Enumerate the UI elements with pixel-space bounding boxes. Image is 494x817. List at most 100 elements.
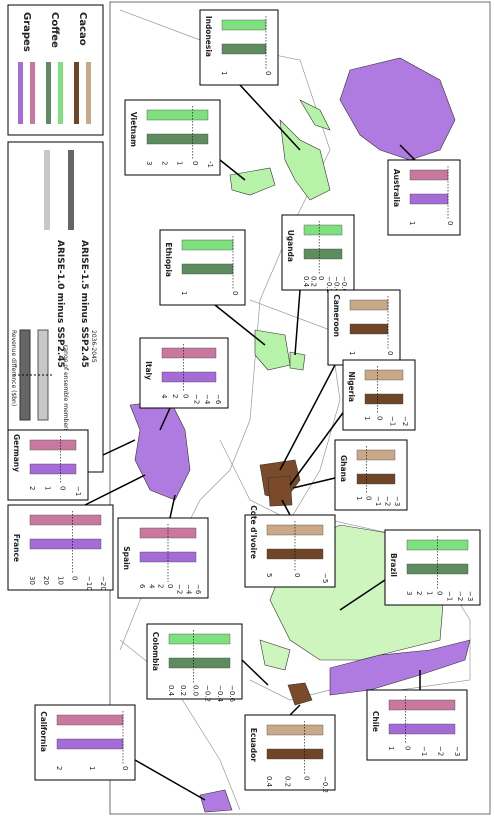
tick-label: 0	[365, 496, 373, 500]
range-bar	[303, 248, 343, 260]
inset-title: Italy	[144, 361, 153, 380]
range-bar	[29, 463, 77, 475]
inset: Chile 1 0 −1 −2 −3	[366, 689, 468, 761]
range-bar	[388, 699, 456, 711]
range-bar	[364, 393, 404, 405]
scenario-legend: ARISE-1.5 minus SSP2.45 ARISE-1.0 minus S…	[7, 141, 104, 473]
tick-label: −1	[446, 591, 454, 601]
tick-label: 5	[265, 573, 273, 577]
tick-label: 1	[88, 766, 96, 770]
tick-label: −1	[388, 416, 396, 426]
tick-label: 2	[171, 394, 179, 398]
tick-label: −20	[99, 576, 107, 591]
inset: Colombia 0.4 0.2 0.0 −0.2 −0.4 −0.6	[146, 623, 243, 703]
tick-label: 4	[147, 584, 155, 589]
range-bar	[356, 449, 396, 461]
legend-label: ARISE-1.0 minus SSP2.45	[55, 240, 65, 368]
tick-label: 1	[425, 591, 433, 595]
legend-label: Cacao	[77, 12, 88, 46]
tick-label: 0	[231, 291, 239, 295]
tick-label: 3	[405, 591, 413, 595]
tick-label: 2	[28, 486, 36, 490]
inset-title: Vietnam	[129, 112, 138, 147]
inset-title: Cameroon	[332, 294, 341, 337]
tick-label: 1	[355, 496, 363, 500]
legend-swatch	[58, 62, 63, 124]
tick-label: 1	[348, 351, 356, 355]
tick-label: 0.4	[265, 776, 273, 788]
range-bar	[168, 657, 231, 669]
tick-label: −0.4	[216, 685, 224, 703]
tick-label: −2	[175, 584, 183, 594]
inset: Italy 4 2 0 −2 −4 −6	[139, 337, 229, 409]
range-bar	[168, 633, 231, 645]
range-bar	[388, 723, 456, 735]
inset-title: Brazil	[389, 553, 398, 577]
range-label: range of ensemble members	[62, 345, 69, 432]
legend-label: Coffee	[49, 12, 60, 48]
inset: Cameroon 1 0	[327, 289, 401, 366]
tick-label: 0.2	[310, 276, 318, 287]
inset: Australia 1 0	[387, 159, 461, 236]
tick-label: 0	[376, 416, 384, 420]
tick-label: −4	[185, 584, 193, 595]
tick-label: 4	[160, 394, 168, 399]
range-bar	[266, 748, 324, 760]
tick-label: 10	[56, 576, 64, 585]
inset-title: Australia	[392, 169, 401, 207]
tick-label: 0	[59, 486, 67, 490]
tick-label: 1	[387, 746, 395, 750]
range-bar	[29, 538, 102, 550]
tick-label: −6	[214, 394, 222, 405]
tick-label: 0.0	[191, 685, 199, 696]
legend-swatch	[74, 62, 79, 124]
tick-label: −2	[384, 496, 392, 506]
tick-label: 0	[71, 576, 79, 580]
tick-label: 1	[43, 486, 51, 490]
tick-label: −1	[420, 746, 428, 756]
legend-label: ARISE-1.5 minus SSP2.45	[79, 240, 89, 368]
range-bar	[56, 714, 124, 726]
legend-swatch	[18, 62, 23, 124]
inset: Ecuador 0.4 0.2 0 −0.2	[244, 714, 336, 793]
tick-label: 2	[55, 766, 63, 770]
tick-label: −0.2	[325, 276, 333, 293]
tick-label: 0	[264, 71, 272, 75]
legend-swatch	[46, 62, 51, 124]
inset: Ghana 1 0 −1 −2 −3	[334, 439, 408, 511]
tick-label: 2	[415, 591, 423, 595]
tick-label: 3	[145, 161, 153, 165]
inset-title: Ethiopia	[164, 242, 173, 277]
tick-label: −0.2	[321, 776, 329, 793]
tick-label: 1	[176, 161, 184, 165]
tick-label: -1	[206, 161, 214, 168]
tick-label: −3	[466, 591, 474, 601]
tick-label: 20	[42, 576, 50, 585]
tick-label: 6	[138, 584, 146, 589]
range-bar	[161, 371, 217, 383]
tick-label: 0	[166, 584, 174, 588]
inset-title: France	[12, 534, 21, 562]
tick-label: −2	[192, 394, 200, 404]
tick-label: −1	[74, 486, 82, 496]
tick-label: 1	[180, 291, 188, 295]
tick-label: 1	[363, 416, 371, 420]
tick-label: 0	[182, 394, 190, 398]
tick-label: −10	[85, 576, 93, 591]
tick-label: −0.2	[204, 685, 212, 702]
tick-label: −2	[401, 416, 409, 426]
tick-label: −3	[453, 746, 461, 756]
inset-title: California	[39, 711, 48, 752]
range-bar	[19, 329, 31, 421]
legend-label: Grapes	[21, 12, 32, 52]
range-bar	[181, 239, 234, 251]
inset: Spain 6 4 2 0 −2 −4 −6	[117, 517, 209, 599]
tick-label: 0	[121, 766, 129, 770]
tick-label: −5	[321, 573, 329, 583]
tick-label: −1	[374, 496, 382, 506]
range-bar	[356, 473, 396, 485]
legend-swatch	[68, 150, 74, 230]
tick-label: 0	[317, 276, 325, 280]
axis-label: Revenue difference ($bn)	[10, 330, 17, 406]
range-bar	[146, 109, 209, 121]
